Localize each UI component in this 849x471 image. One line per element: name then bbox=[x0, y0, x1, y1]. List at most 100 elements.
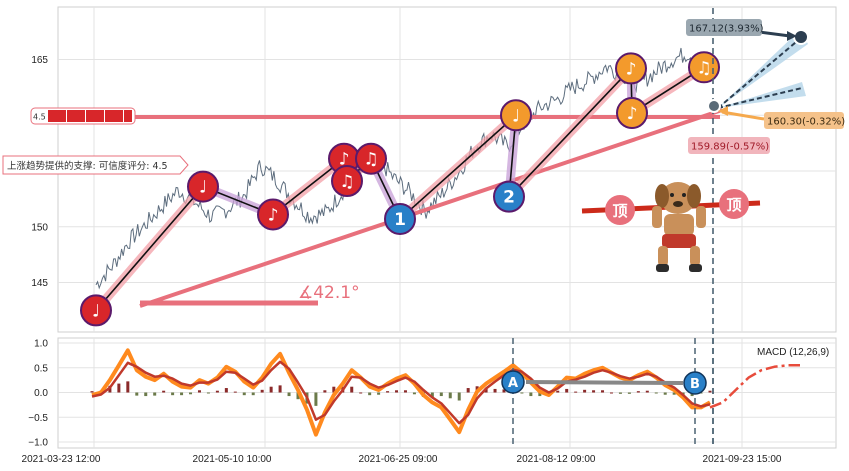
macd-histogram-bar bbox=[90, 391, 94, 393]
x-tick-label: 2021-03-23 12:00 bbox=[22, 454, 101, 465]
wave-note-label: ♩ bbox=[512, 106, 520, 126]
macd-histogram-bar bbox=[583, 389, 587, 393]
forecast-fan: 167.12(3.93%) 160.30(-0.32%) 159.89(-0.5… bbox=[686, 8, 845, 448]
macd-histogram-bar bbox=[260, 389, 264, 393]
top-pattern-label-right: 顶 bbox=[726, 196, 741, 214]
macd-histogram-bar bbox=[314, 392, 318, 406]
wave-badge bbox=[384, 202, 416, 235]
macd-histogram-bar bbox=[162, 390, 166, 393]
macd-marker-b-label: B bbox=[690, 377, 700, 392]
macd-histogram-bar bbox=[457, 392, 461, 401]
wave-note-label: ♩ bbox=[199, 178, 207, 198]
macd-histogram-bar bbox=[180, 392, 184, 396]
forecast-mid-arrowhead bbox=[718, 106, 728, 116]
score-icon-5 bbox=[124, 110, 132, 122]
macd-histogram-bar bbox=[493, 388, 497, 393]
price-series bbox=[95, 47, 706, 290]
macd-histogram-bar bbox=[439, 392, 443, 397]
score-icon-4 bbox=[105, 110, 123, 122]
wave-note-label: ♫ bbox=[696, 58, 711, 78]
macd-markers: A B bbox=[501, 338, 714, 448]
macd-histogram-bar bbox=[520, 392, 524, 394]
macd-marker-b bbox=[683, 371, 707, 395]
wave-note-marker bbox=[500, 99, 532, 132]
zigzag-segment bbox=[399, 114, 517, 220]
wave-note-marker bbox=[615, 52, 647, 85]
wave-badge bbox=[493, 180, 525, 213]
macd-histogram-bar bbox=[403, 390, 407, 393]
macd-histogram-bar bbox=[601, 390, 605, 393]
macd-histogram-bar bbox=[466, 388, 470, 393]
wave-note-marker bbox=[355, 142, 387, 175]
macd-histogram-bar bbox=[645, 390, 649, 393]
macd-histogram-bar bbox=[430, 392, 434, 397]
macd-lines bbox=[91, 348, 800, 437]
macd-y-tick-label: −0.5 bbox=[28, 413, 48, 424]
support-score-value: 4.5 bbox=[33, 113, 46, 122]
macd-divergence-line bbox=[525, 380, 684, 385]
macd-signal-line bbox=[91, 360, 711, 425]
forecast-up-line bbox=[717, 36, 803, 109]
macd-histogram-bar bbox=[117, 383, 121, 393]
price-y-tick-label: 165 bbox=[31, 55, 48, 66]
x-tick-labels: 2021-03-23 12:00 2021-05-10 10:00 2021-06-… bbox=[22, 454, 782, 465]
wave-note-label: ♫ bbox=[363, 150, 378, 170]
wave-note-marker bbox=[187, 170, 219, 203]
macd-histogram-bar bbox=[636, 391, 640, 393]
price-y-tick-label: 145 bbox=[31, 278, 48, 289]
wave-note-marker bbox=[616, 97, 648, 130]
macd-histogram-bar bbox=[502, 389, 506, 393]
macd-histogram-bar bbox=[296, 392, 300, 400]
x-tick-label: 2021-08-12 09:00 bbox=[517, 454, 596, 465]
macd-histogram-bar bbox=[287, 392, 291, 397]
macd-histogram-bar bbox=[386, 391, 390, 393]
macd-histogram-bar bbox=[278, 385, 282, 393]
macd-histogram-bar bbox=[627, 392, 631, 394]
macd-histogram-bar bbox=[708, 390, 712, 393]
macd-y-tick-label: 0.5 bbox=[34, 363, 48, 374]
macd-histogram-bar bbox=[412, 392, 416, 395]
macd-histogram-bar bbox=[359, 392, 363, 394]
macd-histogram-bar bbox=[206, 392, 210, 394]
wave-note-label: ♪ bbox=[626, 59, 637, 79]
macd-histogram-bar bbox=[663, 392, 667, 395]
forecast-low-label: 159.89(-0.57%) bbox=[691, 142, 769, 153]
macd-histogram-bar bbox=[538, 392, 542, 397]
macd-histogram-bar bbox=[529, 392, 533, 397]
wave-note-marker bbox=[331, 165, 363, 198]
support-score-box: 4.5 bbox=[30, 107, 136, 125]
macd-histogram-bar bbox=[144, 392, 148, 397]
macd-histogram-bar bbox=[233, 391, 237, 393]
score-icon-1 bbox=[48, 110, 66, 122]
macd-histogram-bar bbox=[126, 381, 130, 393]
macd-histogram-bar bbox=[368, 392, 372, 396]
forecast-up-label: 167.12(3.93%) bbox=[689, 24, 764, 35]
forecast-mid-line bbox=[717, 87, 803, 109]
forecast-mid-label-box bbox=[764, 112, 844, 129]
price-line bbox=[95, 47, 706, 290]
macd-histogram-bar bbox=[592, 390, 596, 393]
macd-y-tick-label: 0.0 bbox=[34, 388, 48, 399]
macd-histogram-bar bbox=[609, 392, 613, 394]
macd-histogram-bar bbox=[242, 392, 246, 396]
macd-histogram-bar bbox=[153, 392, 157, 396]
macd-histogram-bar bbox=[565, 388, 569, 393]
top-pattern-badge-right bbox=[719, 189, 749, 219]
wave-note-marker bbox=[688, 51, 720, 84]
macd-histogram-bar bbox=[251, 392, 255, 396]
wave-note-label: ♪ bbox=[627, 104, 638, 124]
wave-note-label: ♩ bbox=[92, 301, 100, 321]
macd-histogram-bar bbox=[224, 388, 228, 393]
macd-histogram-bar bbox=[654, 392, 658, 394]
macd-histogram-bar bbox=[197, 390, 201, 393]
macd-forecast-line bbox=[709, 364, 800, 409]
score-icon-2 bbox=[67, 110, 85, 122]
zigzag-waves: ♩♩♪♪♫♫1♩2♪♪♫ bbox=[80, 51, 720, 327]
macd-legend: MACD (12,26,9) bbox=[757, 347, 829, 358]
macd-histogram-bar bbox=[574, 391, 578, 393]
macd-y-tick-label: −1.0 bbox=[28, 438, 48, 449]
wave-badge-label: 1 bbox=[394, 210, 406, 230]
wave-note-label: ♫ bbox=[339, 172, 354, 192]
forecast-mid-arrow bbox=[721, 110, 765, 121]
